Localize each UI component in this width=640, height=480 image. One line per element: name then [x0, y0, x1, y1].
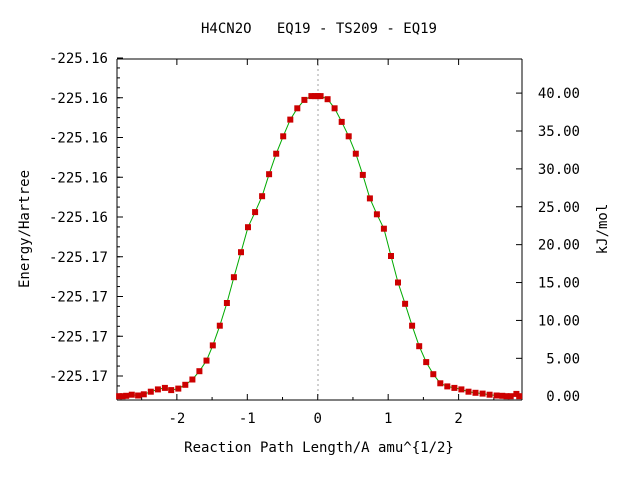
data-point — [147, 388, 154, 395]
data-point — [409, 322, 416, 329]
y-left-tick-label: -225.17 — [49, 250, 108, 266]
data-point — [430, 371, 437, 378]
y-left-axis-label: Energy/Hartree — [17, 170, 33, 288]
data-point — [273, 150, 280, 157]
data-point — [338, 118, 345, 125]
data-point — [216, 322, 223, 329]
data-point — [402, 300, 409, 307]
y2-tick-label: 0.00 — [546, 389, 580, 405]
data-point — [266, 171, 273, 178]
x-axis-ticks: -2 -1 0 1 2 — [141, 59, 495, 427]
data-point — [317, 93, 324, 100]
data-point — [294, 105, 301, 112]
data-point — [507, 393, 514, 400]
data-point — [161, 384, 168, 391]
data-point — [301, 96, 308, 103]
x-axis-label: Reaction Path Length/A amu^{1/2} — [184, 440, 454, 456]
data-point — [359, 171, 366, 178]
x-tick-label: 0 — [314, 411, 322, 427]
data-point — [287, 116, 294, 123]
energy-profile-line — [119, 95, 520, 397]
y2-tick-label: 5.00 — [546, 351, 580, 367]
data-point — [196, 368, 203, 375]
energy-data-points — [116, 93, 523, 400]
y-left-tick-label: -225.16 — [49, 91, 108, 107]
y-left-tick-label: -225.16 — [49, 131, 108, 147]
data-point — [324, 96, 331, 103]
x-tick-label: 2 — [454, 411, 462, 427]
data-point — [209, 342, 216, 349]
y-left-tick-label: -225.16 — [49, 51, 108, 67]
data-point — [380, 225, 387, 232]
data-point — [135, 392, 142, 399]
data-point — [230, 274, 237, 281]
data-point — [465, 388, 472, 395]
chart-title: H4CN2O EQ19 - TS209 - EQ19 — [201, 21, 437, 37]
data-point — [128, 391, 135, 398]
plot-frame — [116, 58, 523, 401]
y2-tick-label: 10.00 — [538, 313, 580, 329]
data-point — [479, 390, 486, 397]
data-point — [416, 343, 423, 350]
data-point — [345, 133, 352, 140]
data-point — [437, 380, 444, 387]
data-point — [252, 209, 259, 216]
data-point — [331, 105, 338, 112]
y-left-tick-label: -225.17 — [49, 329, 108, 345]
x-tick-label: 1 — [384, 411, 392, 427]
data-point — [189, 376, 196, 383]
data-point — [444, 383, 451, 390]
y-right-axis-ticks: 0.00 5.00 10.00 15.00 20.00 25.00 30.00 35.00 40… — [516, 86, 580, 405]
data-point — [203, 357, 210, 364]
data-point — [238, 249, 244, 256]
y-left-tick-label: -225.16 — [49, 170, 108, 186]
data-point — [472, 389, 479, 396]
data-point — [395, 279, 401, 286]
data-point — [280, 133, 287, 140]
y-left-tick-label: -225.17 — [49, 290, 108, 306]
data-point — [245, 224, 251, 231]
data-point — [423, 359, 430, 366]
data-point — [451, 384, 458, 391]
data-point — [259, 193, 266, 200]
data-point — [352, 150, 359, 157]
y2-tick-label: 40.00 — [538, 86, 580, 102]
data-point — [388, 253, 394, 259]
x-tick-label: -1 — [239, 411, 256, 427]
y-left-axis-ticks: -225.16 -225.16 -225.16 -225.16 -225.16 -225.… — [49, 51, 123, 397]
y2-tick-label: 20.00 — [538, 238, 580, 254]
y2-tick-label: 30.00 — [538, 162, 580, 178]
y-left-tick-label: -225.16 — [49, 210, 108, 226]
y-right-axis-label: kJ/mol — [595, 204, 611, 255]
data-point — [175, 385, 182, 392]
y2-tick-label: 15.00 — [538, 276, 580, 292]
data-point — [373, 211, 380, 218]
y-left-tick-label: -225.17 — [49, 369, 108, 385]
data-point — [493, 392, 500, 399]
data-point — [458, 386, 465, 393]
y2-tick-label: 25.00 — [538, 200, 580, 216]
data-point — [223, 300, 230, 306]
x-tick-label: -2 — [168, 411, 185, 427]
data-point — [154, 386, 161, 393]
data-point — [140, 391, 147, 398]
data-point — [182, 381, 189, 388]
data-point — [123, 392, 130, 399]
data-point — [516, 393, 523, 400]
data-point — [366, 195, 373, 202]
y2-tick-label: 35.00 — [538, 124, 580, 140]
data-point — [168, 387, 175, 394]
data-point — [486, 391, 493, 398]
